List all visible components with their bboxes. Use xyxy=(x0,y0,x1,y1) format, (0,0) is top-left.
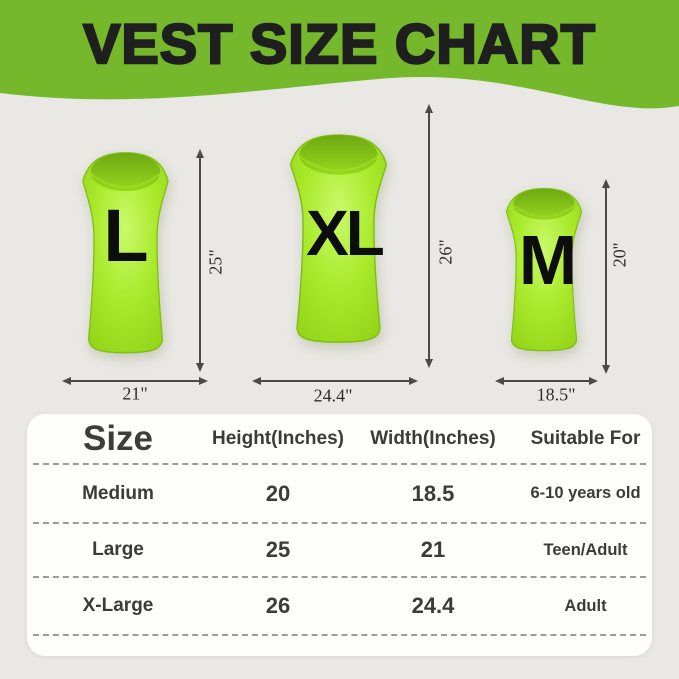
header-cell-height: Height(Inches) xyxy=(212,427,344,449)
cell-suitable: 6-10 years old xyxy=(530,484,641,502)
cell-width: 24.4 xyxy=(411,593,455,618)
table-header-row: Size Height(Inches) Width(Inches) Suitab… xyxy=(33,414,646,465)
height-arrow-medium xyxy=(600,179,612,374)
width-arrow-x-large xyxy=(252,375,418,387)
arrow-line xyxy=(258,380,412,382)
cell-width: 18.5 xyxy=(411,480,455,506)
width-label-x-large: 24.4" xyxy=(313,385,353,406)
arrow-line xyxy=(199,155,201,366)
arrow-line xyxy=(501,380,592,382)
cell-height: 26 xyxy=(265,593,291,618)
width-arrow-large xyxy=(62,375,208,387)
table-row-medium: Medium 20 18.5 6-10 years old xyxy=(33,465,646,524)
page-title: VEST SIZE CHART xyxy=(82,12,596,76)
vest-large: L xyxy=(61,146,190,368)
vest-x-large: XL xyxy=(266,128,411,358)
arrow-head-icon xyxy=(252,377,261,385)
cell-size: X-Large xyxy=(82,595,154,616)
vest-letter-large: L xyxy=(103,193,149,277)
cell-height: 25 xyxy=(265,537,291,562)
height-label-large: 25" xyxy=(205,249,226,275)
cell-suitable: Teen/Adult xyxy=(543,540,628,559)
arrow-head-icon xyxy=(409,377,418,385)
vest-graphic-medium xyxy=(505,187,583,352)
cell-height: 20 xyxy=(265,480,291,506)
arrow-line xyxy=(68,380,202,382)
size-table: Size Height(Inches) Width(Inches) Suitab… xyxy=(27,414,652,656)
vest-letter-x-large: XL xyxy=(306,196,385,269)
vest-letter-medium: M xyxy=(518,221,578,300)
header-cell-width: Width(Inches) xyxy=(370,427,496,449)
height-arrow-large xyxy=(194,149,206,372)
width-arrow-medium xyxy=(495,375,598,387)
arrow-head-icon xyxy=(589,377,598,385)
cell-size: Large xyxy=(92,539,144,560)
arrow-head-icon xyxy=(196,363,204,372)
vest-graphic-large xyxy=(82,152,169,354)
header-banner-wave xyxy=(0,0,679,109)
height-label-x-large: 26" xyxy=(435,239,456,265)
arrow-head-icon xyxy=(602,365,610,374)
header-cell-size: Size xyxy=(82,418,154,458)
table-row-large: Large 25 21 Teen/Adult xyxy=(33,524,646,578)
arrow-head-icon xyxy=(199,377,208,385)
arrow-head-icon xyxy=(425,359,433,368)
arrow-head-icon xyxy=(602,179,610,188)
arrow-head-icon xyxy=(425,104,433,113)
vest-graphic-x-large xyxy=(289,134,388,343)
arrow-head-icon xyxy=(196,149,204,158)
cell-suitable: Adult xyxy=(564,596,607,615)
table-row-x-large: X-Large 26 24.4 Adult xyxy=(33,578,646,636)
width-label-large: 21" xyxy=(122,383,148,404)
height-arrow-x-large xyxy=(423,104,435,368)
arrow-line xyxy=(605,185,607,368)
width-label-medium: 18.5" xyxy=(536,384,576,405)
cell-size: Medium xyxy=(82,482,154,504)
arrow-head-icon xyxy=(62,377,71,385)
cell-width: 21 xyxy=(420,537,446,562)
vest-medium: M xyxy=(487,183,601,363)
height-label-medium: 20'' xyxy=(609,242,630,268)
arrow-line xyxy=(428,110,430,362)
header-cell-suitable: Suitable For xyxy=(530,427,641,449)
arrow-head-icon xyxy=(495,377,504,385)
